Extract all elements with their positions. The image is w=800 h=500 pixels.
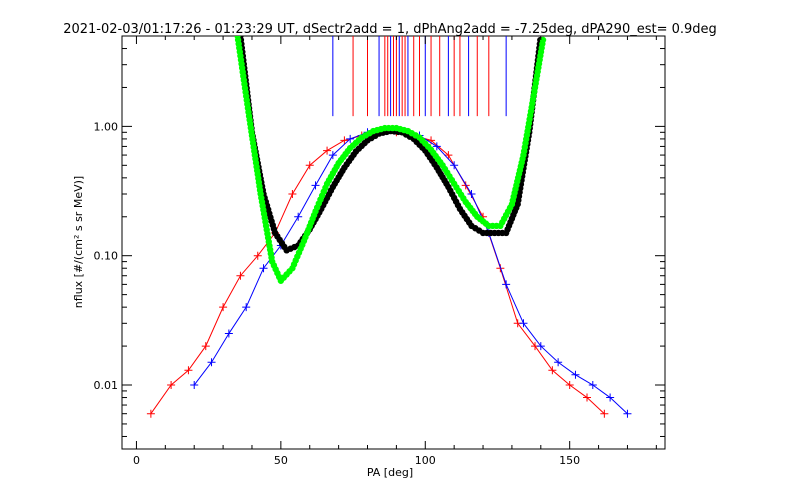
y-axis-label: nflux [#/(cm² s sr MeV)] (72, 176, 85, 308)
y-tick-label: 0.01 (94, 379, 119, 392)
x-tick-label: 150 (559, 454, 580, 467)
data-point-red (219, 303, 228, 312)
x-tick-label: 100 (415, 454, 436, 467)
data-point-red (565, 381, 574, 390)
data-point-blue (242, 303, 251, 312)
data-point-blue (311, 181, 320, 190)
data-point-red (340, 136, 349, 145)
data-point-red (184, 366, 193, 375)
data-point-blue (432, 142, 441, 151)
series-green (234, 36, 547, 284)
data-point-red (236, 271, 245, 280)
series-layer (146, 36, 632, 418)
data-point-red (146, 409, 155, 418)
data-point-red (167, 381, 176, 390)
fit-point-green (539, 36, 547, 44)
data-point-red (253, 251, 262, 260)
series-red (146, 128, 609, 418)
axes: 0 50 100 150 0.01 0.10 1.00 (94, 35, 665, 467)
data-point-red (548, 366, 557, 375)
data-point-blue (571, 370, 580, 379)
chart-title: 2021-02-03/01:17:26 - 01:23:29 UT, dSect… (63, 22, 717, 37)
data-point-blue (294, 212, 303, 221)
data-point-blue (467, 190, 476, 198)
data-point-red (444, 151, 453, 160)
data-point-red (600, 409, 609, 418)
data-point-blue (623, 409, 632, 418)
data-point-blue (190, 381, 199, 390)
y-tick-label: 0.10 (94, 250, 119, 263)
data-point-blue (519, 319, 528, 328)
x-tick-label: 50 (274, 454, 288, 467)
series-line-red (150, 131, 605, 415)
data-point-blue (259, 264, 268, 273)
y-tick-label: 1.00 (94, 120, 119, 133)
data-point-blue (346, 134, 355, 143)
spike-lines (332, 36, 507, 117)
data-point-blue (588, 381, 597, 390)
data-point-blue (502, 280, 511, 289)
data-point-blue (606, 393, 615, 402)
x-tick-label: 0 (133, 454, 140, 467)
data-point-blue (536, 342, 545, 351)
x-axis-label: PA [deg] (367, 466, 413, 479)
data-point-blue (450, 161, 459, 170)
data-point-blue (328, 151, 337, 160)
data-point-blue (554, 358, 563, 367)
data-point-red (288, 190, 297, 198)
data-point-red (583, 393, 592, 402)
data-point-red (305, 161, 314, 170)
data-point-blue (224, 329, 233, 338)
data-point-red (201, 342, 210, 351)
data-point-red (323, 146, 332, 155)
data-point-blue (207, 358, 216, 367)
